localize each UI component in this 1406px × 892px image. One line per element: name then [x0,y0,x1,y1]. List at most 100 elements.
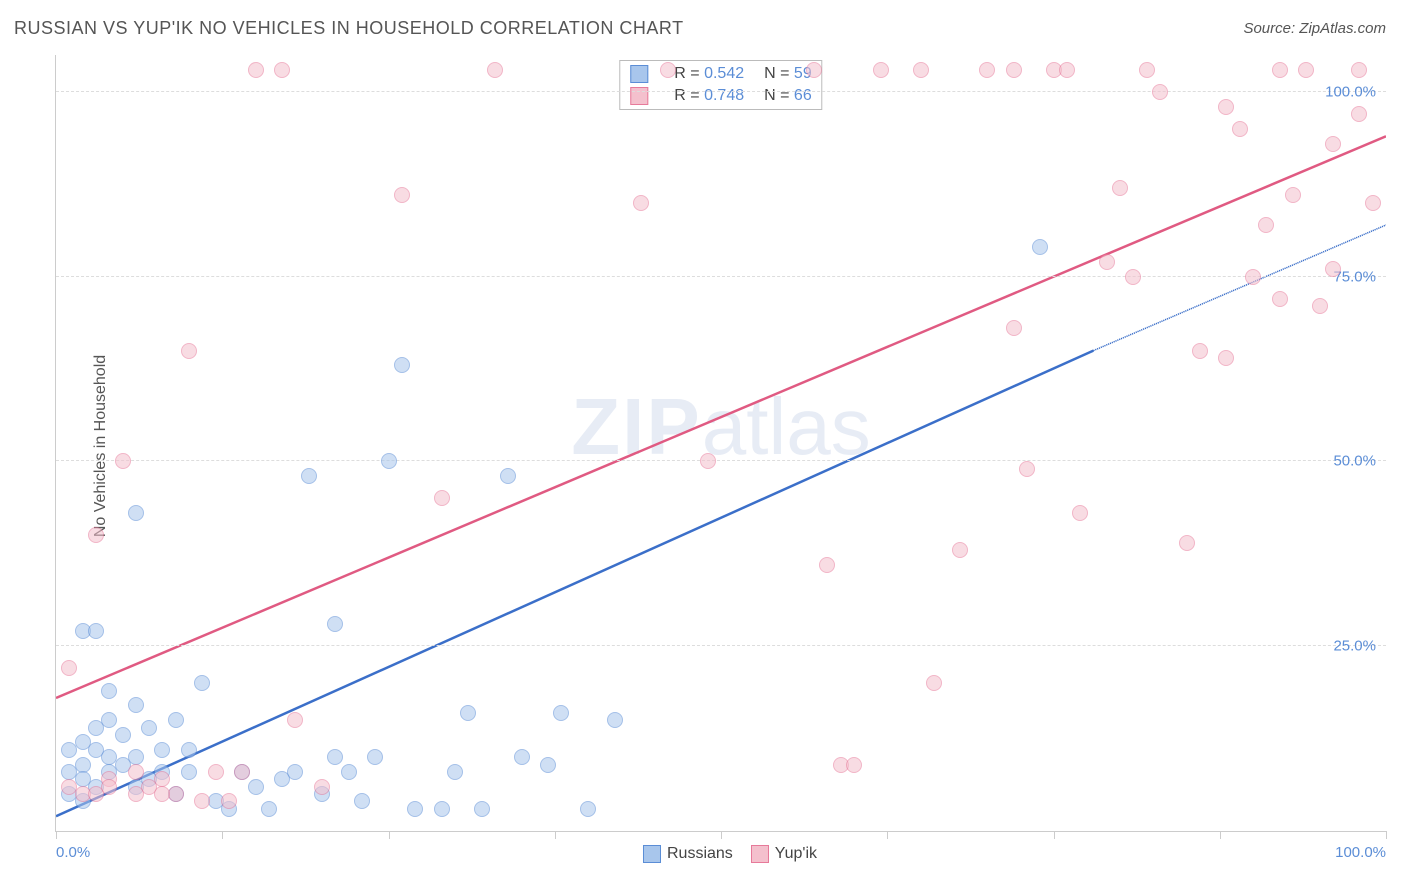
scatter-point [700,453,716,469]
scatter-point [1139,62,1155,78]
x-tick [56,831,57,839]
scatter-point [101,683,117,699]
scatter-point [1125,269,1141,285]
x-tick-label: 0.0% [56,844,90,861]
scatter-point [926,675,942,691]
scatter-point [128,697,144,713]
gridline [56,91,1386,92]
scatter-point [154,786,170,802]
scatter-point [447,764,463,780]
legend-correlation: R = 0.542N = 59R = 0.748N = 66 [619,60,822,110]
scatter-point [1351,62,1367,78]
source-label: Source: ZipAtlas.com [1243,20,1386,37]
scatter-point [1298,62,1314,78]
scatter-point [88,527,104,543]
scatter-point [75,757,91,773]
scatter-point [1192,343,1208,359]
scatter-point [1218,99,1234,115]
scatter-point [61,660,77,676]
scatter-point [1232,121,1248,137]
scatter-point [341,764,357,780]
scatter-point [1019,461,1035,477]
legend-label: Russians [667,845,733,862]
legend-swatch [643,845,661,863]
y-tick-label: 25.0% [1333,638,1376,655]
scatter-point [460,705,476,721]
scatter-point [194,793,210,809]
x-tick [222,831,223,839]
scatter-point [327,616,343,632]
scatter-point [301,468,317,484]
scatter-point [514,749,530,765]
scatter-point [474,801,490,817]
legend-label: Yup'ik [775,845,817,862]
scatter-point [1312,298,1328,314]
scatter-point [1365,195,1381,211]
scatter-point [314,779,330,795]
watermark-bold: ZIP [571,382,701,471]
scatter-point [1325,136,1341,152]
scatter-point [407,801,423,817]
scatter-point [394,357,410,373]
scatter-point [1258,217,1274,233]
scatter-point [61,742,77,758]
scatter-point [248,62,264,78]
scatter-point [194,675,210,691]
scatter-point [1059,62,1075,78]
x-tick [389,831,390,839]
scatter-point [1179,535,1195,551]
scatter-point [168,712,184,728]
scatter-point [248,779,264,795]
scatter-point [1152,84,1168,100]
legend-series: Russians Yup'ik [625,845,817,863]
trend-lines [56,55,1386,831]
scatter-point [128,786,144,802]
scatter-point [287,764,303,780]
scatter-point [434,801,450,817]
n-value: 66 [794,87,812,104]
scatter-point [1218,350,1234,366]
scatter-point [141,720,157,736]
chart-title: RUSSIAN VS YUP'IK NO VEHICLES IN HOUSEHO… [14,18,684,39]
r-value: 0.748 [704,87,744,104]
x-tick-label: 100.0% [1335,844,1386,861]
scatter-point [1325,261,1341,277]
gridline [56,460,1386,461]
x-tick [1386,831,1387,839]
scatter-point [101,779,117,795]
scatter-point [1272,62,1288,78]
scatter-point [1272,291,1288,307]
scatter-point [913,62,929,78]
scatter-point [88,623,104,639]
legend-row: R = 0.542N = 59 [620,63,821,85]
scatter-point [115,727,131,743]
scatter-point [819,557,835,573]
scatter-point [115,453,131,469]
scatter-point [979,62,995,78]
scatter-point [367,749,383,765]
scatter-point [381,453,397,469]
scatter-point [287,712,303,728]
scatter-point [1112,180,1128,196]
x-tick [1220,831,1221,839]
scatter-point [181,343,197,359]
scatter-point [1072,505,1088,521]
scatter-point [580,801,596,817]
scatter-point [1006,320,1022,336]
gridline [56,276,1386,277]
scatter-point [181,742,197,758]
y-tick-label: 100.0% [1325,83,1376,100]
scatter-point [327,749,343,765]
x-tick [721,831,722,839]
scatter-point [607,712,623,728]
scatter-point [434,490,450,506]
legend-row: R = 0.748N = 66 [620,85,821,107]
scatter-point [553,705,569,721]
scatter-point [540,757,556,773]
scatter-point [354,793,370,809]
scatter-point [873,62,889,78]
scatter-point [1351,106,1367,122]
x-tick [887,831,888,839]
legend-swatch [630,87,648,105]
scatter-point [181,764,197,780]
